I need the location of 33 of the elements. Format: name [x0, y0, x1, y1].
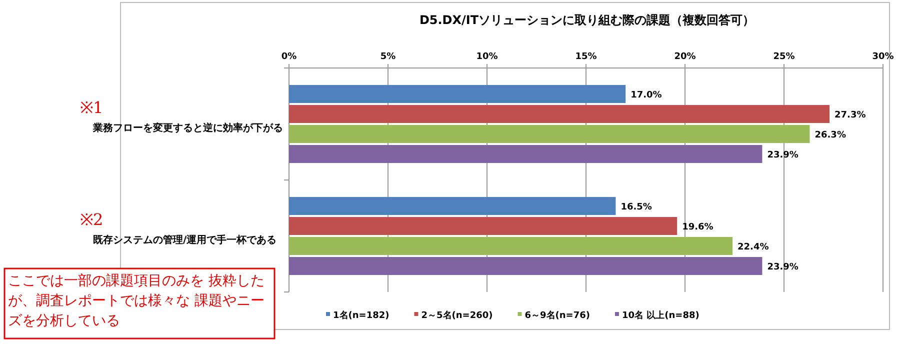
data-label: 23.9%	[767, 150, 798, 160]
data-label: 22.4%	[738, 242, 769, 252]
data-label: 27.3%	[834, 110, 866, 120]
bar	[289, 217, 678, 235]
bar	[289, 125, 810, 143]
bar	[289, 237, 733, 255]
data-label: 23.9%	[767, 262, 798, 272]
data-label: 16.5%	[620, 202, 652, 212]
data-label: 19.6%	[682, 222, 714, 232]
legend-label: 1名(n=182)	[333, 310, 390, 321]
data-label: 17.0%	[630, 90, 662, 100]
legend-label: 2～5名(n=260)	[421, 310, 493, 321]
bar	[289, 197, 616, 215]
legend-label: 10名 以上(n=88)	[622, 310, 700, 321]
x-tick-label: 10%	[476, 52, 498, 62]
bar	[289, 85, 626, 103]
text: ここでは一部の課題項目のみを 抜粋したが、調査レポートでは様々な 課題やニーズを分析している	[8, 272, 266, 331]
legend-label: 6～9名(n=76)	[524, 310, 590, 321]
bar	[289, 145, 762, 163]
text: ※2	[80, 210, 104, 229]
x-tick-label: 5%	[380, 52, 396, 62]
bar	[289, 105, 830, 123]
bar	[289, 257, 762, 275]
y-tick-label: 既存システムの管理/運用で手一杯である	[93, 234, 277, 246]
y-tick-label: 業務フローを変更すると逆に効率が下がる	[92, 122, 283, 134]
text: ※1	[80, 98, 104, 117]
chart-title: D5.DX/ITソリューションに取り組む際の課題（複数回答可）	[419, 13, 755, 27]
x-tick-label: 15%	[575, 52, 597, 62]
x-tick-label: 30%	[872, 52, 894, 62]
x-tick-label: 25%	[773, 52, 795, 62]
x-tick-label: 20%	[674, 52, 696, 62]
x-tick-label: 0%	[281, 52, 297, 62]
data-label: 26.3%	[814, 130, 846, 140]
